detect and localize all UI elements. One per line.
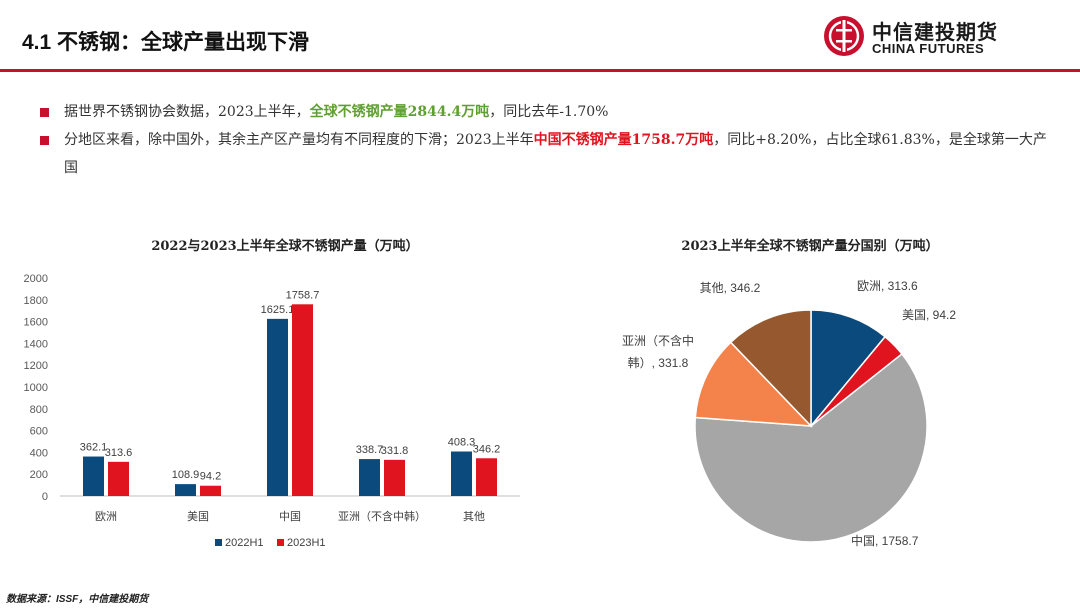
bar-2022H1 [83,456,104,496]
bar-2022H1 [451,451,472,496]
y-tick-label: 200 [30,469,48,481]
bar-2022H1 [359,459,380,496]
bar-2023H1 [108,461,129,496]
bar-2022H1 [175,484,196,496]
pie-slice-中国 [694,352,928,543]
pie-slice-label: 美国, 94.2 [902,308,956,322]
y-tick-label: 600 [30,426,48,438]
y-tick-label: 2000 [24,273,48,285]
pie-slice-label: 欧洲, 313.6 [857,279,918,293]
y-tick-label: 1400 [24,338,48,350]
bar-value-label: 1758.7 [286,289,320,301]
legend-swatch-2023H1 [277,539,284,546]
x-tick-label: 亚洲（不含中韩） [338,509,426,523]
bullet-text-post: ，同比+8.20%，占比全球61.83%，是全球第一大产国 [64,132,1047,176]
legend-swatch-2022H1 [215,539,222,546]
bar-value-label: 331.8 [381,445,409,457]
bar-chart-title: 2022与2023上半年全球不锈钢产量（万吨） [151,239,419,254]
bullet-square-icon [40,108,49,117]
bullet-item: 据世界不锈钢协会数据，2023上半年，全球不锈钢产量2844.4万吨，同比去年-… [40,98,1060,126]
pie-slice-label: 其他, 346.2 [700,281,761,295]
bar-2023H1 [476,458,497,496]
bullet-text-pre: 据世界不锈钢协会数据，2023上半年， [64,104,310,120]
pie-slice-其他 [729,309,812,428]
bar-value-label: 346.2 [473,443,501,455]
logo-chinese-text: 中信建投期货 [872,22,998,44]
y-tick-label: 0 [42,491,48,503]
x-tick-label: 美国 [187,510,209,523]
bar-2023H1 [384,459,405,496]
bar-value-label: 313.6 [105,447,133,459]
company-logo: 中信建投期货 CHINA FUTURES [822,14,1022,60]
y-tick-label: 1000 [24,382,48,394]
bar-value-label: 108.9 [172,469,200,481]
pie-slice-亚洲（不含中韩） [694,341,813,427]
pie-slice-欧洲 [810,309,887,429]
bar-value-label: 1625.1 [261,304,295,316]
bar-2023H1 [292,304,313,496]
bar-2023H1 [200,485,221,496]
header: 4.1 不锈钢：全球产量出现下滑 中信建投期货 CHINA FUTURES [0,0,1080,72]
bullet-text-post: ，同比去年-1.70% [489,104,609,120]
pie-slice-label: 韩）, 331.8 [628,355,689,370]
bullet-list: 据世界不锈钢协会数据，2023上半年，全球不锈钢产量2844.4万吨，同比去年-… [40,98,1060,182]
legend-label: 2023H1 [287,537,326,549]
bar-value-label: 94.2 [200,471,221,483]
bar-value-label: 408.3 [448,436,476,448]
bullet-highlight: 中国不锈钢产量1758.7万吨 [533,132,714,148]
bullet-text-pre: 分地区来看，除中国外，其余主产区产量均有不同程度的下滑；2023上半年 [64,132,534,148]
bar-value-label: 362.1 [80,442,108,454]
y-tick-label: 1800 [24,295,48,307]
citic-logo-icon [824,16,864,56]
pie-slice-label: 亚洲（不含中 [622,333,694,348]
pie-slice-label: 中国, 1758.7 [851,533,919,548]
bar-2022H1 [267,318,288,496]
legend-label: 2022H1 [225,537,264,549]
y-tick-label: 1600 [24,317,48,329]
header-divider [0,69,1080,72]
y-tick-label: 800 [30,404,48,416]
bar-chart: 0 200 400 600 800 1000 1200 1400 1600 1800 2000 362… [24,273,520,549]
bullet-square-icon [40,136,49,145]
bar-value-label: 338.7 [356,444,384,456]
bullet-item: 分地区来看，除中国外，其余主产区产量均有不同程度的下滑；2023上半年中国不锈钢… [40,126,1060,182]
source-note: 数据来源：ISSF，中信建投期货 [6,594,149,605]
logo-english-text: CHINA FUTURES [872,41,985,56]
y-tick-label: 400 [30,447,48,459]
pie-chart-title: 2023上半年全球不锈钢产量分国别（万吨） [681,239,939,254]
x-tick-label: 欧洲 [95,510,117,523]
pie-chart: 欧洲, 313.6 美国, 94.2 中国, 1758.7 亚洲（不含中韩）, 331… [622,279,956,548]
page-title: 4.1 不锈钢：全球产量出现下滑 [22,31,310,54]
x-tick-label: 其他 [463,510,485,523]
bullet-highlight: 全球不锈钢产量2844.4万吨 [309,104,490,120]
x-tick-label: 中国 [279,510,301,523]
y-tick-label: 1200 [24,360,48,372]
